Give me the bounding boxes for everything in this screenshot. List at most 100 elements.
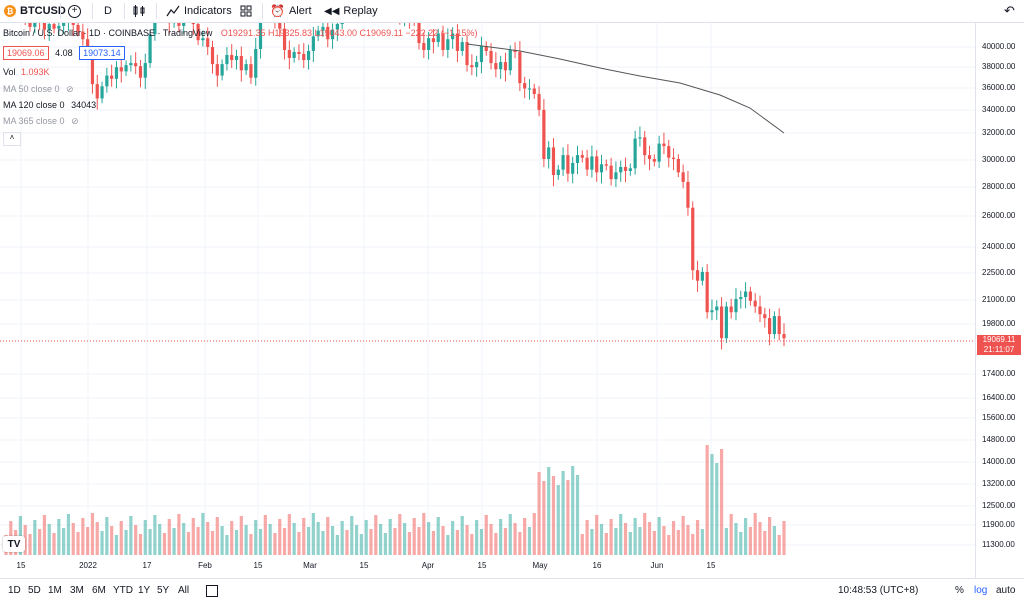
candle-body	[739, 297, 742, 299]
volume-bar	[682, 516, 685, 555]
price-tick-label: 32000.00	[982, 128, 1015, 137]
volume-bar	[489, 524, 492, 555]
chevron-up-icon: ˄	[10, 133, 15, 142]
range-button-5d[interactable]: 5D	[28, 585, 41, 596]
volume-bar	[269, 524, 272, 555]
undo-button[interactable]: ↶	[1004, 0, 1015, 22]
candle-body	[715, 306, 718, 310]
price-tick-label: 11300.00	[982, 540, 1015, 549]
ask-price[interactable]: 19073.14	[79, 46, 125, 60]
candle-body	[552, 147, 555, 175]
alert-button[interactable]: ⏰ Alert	[270, 0, 312, 22]
volume-bar	[667, 535, 670, 555]
ma365-row[interactable]: MA 365 close 0 ⊘	[3, 116, 79, 127]
candle-body	[773, 316, 776, 334]
candle-body	[730, 306, 733, 312]
replay-button[interactable]: ◀◀ Replay	[324, 0, 378, 22]
volume-bar	[576, 475, 579, 555]
date-range-button[interactable]	[206, 585, 218, 600]
range-button-1y[interactable]: 1Y	[138, 585, 150, 596]
volume-bar	[115, 535, 118, 555]
range-button-5y[interactable]: 5Y	[157, 585, 169, 596]
candle-body	[566, 155, 569, 174]
volume-bar	[561, 471, 564, 555]
compare-button[interactable]: +	[68, 0, 81, 22]
time-tick-label: 15	[707, 561, 716, 570]
candle-body	[427, 38, 430, 50]
ma120-row[interactable]: MA 120 close 0 34043	[3, 100, 96, 110]
volume-bar	[230, 521, 233, 555]
time-tick-label: May	[532, 561, 547, 570]
symbol-search[interactable]: ₿ BTCUSD	[4, 0, 66, 22]
candle-body	[518, 52, 521, 83]
volume-bar	[408, 532, 411, 555]
alarm-clock-icon: ⏰	[270, 4, 285, 18]
candle-body	[547, 147, 550, 159]
auto-toggle[interactable]: auto	[996, 585, 1015, 596]
volume-bar	[172, 528, 175, 555]
volume-bar	[360, 534, 363, 555]
volume-bar	[691, 534, 694, 555]
volume-bar	[413, 518, 416, 555]
indicators-button[interactable]: Indicators	[166, 0, 232, 22]
volume-bar	[754, 513, 757, 555]
price-tick-label: 36000.00	[982, 83, 1015, 92]
time-tick-label: 15	[254, 561, 263, 570]
interval-button[interactable]: D	[104, 0, 112, 22]
volume-bar	[129, 516, 132, 555]
volume-bar	[662, 526, 665, 555]
range-button-1d[interactable]: 1D	[8, 585, 21, 596]
volume-bar	[715, 463, 718, 555]
candle-body	[619, 167, 622, 172]
volume-bar	[701, 529, 704, 555]
volume-bar	[432, 531, 435, 555]
volume-bar	[658, 517, 661, 555]
collapse-legend-button[interactable]: ˄	[3, 132, 21, 146]
volume-bar	[437, 517, 440, 555]
range-button-1m[interactable]: 1M	[48, 585, 62, 596]
bid-price[interactable]: 19069.06	[3, 46, 49, 60]
range-button-all[interactable]: All	[178, 585, 189, 596]
legend-ohlc: O19291.35 H19325.83 L19043.00 C19069.11 …	[221, 28, 478, 38]
range-button-ytd[interactable]: YTD	[113, 585, 133, 596]
candle-body	[648, 155, 651, 159]
eye-hidden-icon[interactable]: ⊘	[71, 116, 79, 126]
legend-title-row: Bitcoin / U.S. Dollar · 1D · COINBASE · …	[3, 28, 477, 38]
log-toggle[interactable]: log	[974, 585, 987, 596]
candle-body	[542, 110, 545, 159]
candle-body	[110, 76, 113, 79]
volume-bar	[595, 515, 598, 555]
range-button-3m[interactable]: 3M	[70, 585, 84, 596]
volume-bar	[581, 534, 584, 555]
volume-bar	[605, 533, 608, 555]
candle-body	[192, 23, 195, 24]
current-price-label: 19069.11 21:11:07	[977, 335, 1021, 355]
candle-body	[249, 64, 252, 78]
clock-label[interactable]: 10:48:53 (UTC+8)	[838, 585, 918, 596]
volume-bar	[120, 521, 123, 555]
volume-bar	[76, 532, 79, 555]
range-button-6m[interactable]: 6M	[92, 585, 106, 596]
volume-bar	[331, 526, 334, 555]
volume-bar	[763, 531, 766, 555]
volume-bar	[624, 523, 627, 555]
chart-type-button[interactable]	[132, 0, 146, 22]
eye-hidden-icon[interactable]: ⊘	[66, 84, 74, 94]
volume-bar	[403, 523, 406, 555]
volume-bar	[749, 527, 752, 555]
candle-body	[139, 66, 142, 78]
volume-bar	[192, 518, 195, 555]
percent-toggle[interactable]: %	[955, 585, 964, 596]
volume-bar	[307, 527, 310, 555]
vol-value: 1.093K	[21, 67, 50, 77]
ma50-row[interactable]: MA 50 close 0 ⊘	[3, 84, 74, 95]
volume-bar	[734, 523, 737, 555]
candle-body	[686, 182, 689, 208]
legend-title[interactable]: Bitcoin / U.S. Dollar · 1D · COINBASE · …	[3, 28, 212, 38]
ma120-value: 34043	[71, 100, 96, 110]
layout-button[interactable]	[240, 0, 252, 22]
candle-body	[634, 139, 637, 169]
time-tick-label: 16	[593, 561, 602, 570]
